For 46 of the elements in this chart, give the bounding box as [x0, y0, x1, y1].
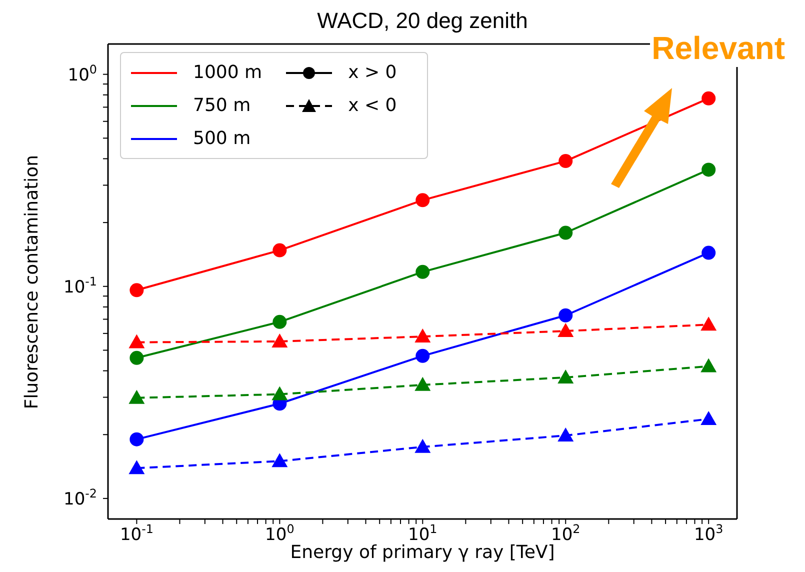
x-axis-title: Energy of primary γ ray [TeV]	[290, 542, 555, 563]
point	[702, 162, 716, 177]
point	[130, 283, 144, 298]
point	[702, 91, 716, 106]
point	[414, 328, 431, 343]
legend-label: x < 0	[348, 95, 397, 116]
y-axis-title: Fluorescence contamination	[22, 154, 42, 409]
point	[272, 333, 288, 348]
x-tick-label: 10$^{-1}$	[120, 522, 154, 545]
point	[700, 316, 717, 331]
x-tick-label: 10$^{0}$	[265, 522, 294, 545]
point	[272, 243, 287, 258]
annotation: Relevant	[650, 30, 787, 67]
x-tick-label: 10$^{3}$	[694, 522, 724, 545]
y-tick-label: 10$^{-1}$	[64, 274, 97, 298]
y-tick-label: 10$^{0}$	[68, 62, 97, 86]
point	[558, 323, 574, 338]
point	[558, 428, 574, 442]
legend-label: 750 m	[193, 95, 251, 116]
point	[700, 410, 717, 425]
point	[416, 193, 430, 208]
y-tick-label: 10$^{-2}$	[64, 486, 97, 510]
point	[414, 376, 431, 391]
point	[130, 432, 144, 446]
point	[558, 308, 573, 322]
x-tick-label: 10$^{2}$	[551, 522, 580, 545]
point	[416, 348, 430, 363]
point	[558, 369, 574, 384]
point	[130, 350, 144, 365]
point	[558, 154, 573, 168]
point	[272, 453, 288, 468]
legend-label: 500 m	[193, 128, 251, 149]
point	[558, 226, 573, 240]
point	[700, 358, 717, 372]
legend-label: 1000 m	[193, 62, 262, 83]
legend-label: x > 0	[348, 62, 397, 83]
point	[128, 390, 145, 404]
point	[702, 246, 716, 260]
point	[272, 314, 287, 329]
point	[128, 460, 145, 474]
point	[128, 334, 145, 348]
point	[272, 386, 288, 400]
x-tick-label: 10$^{1}$	[408, 522, 438, 545]
point	[414, 438, 431, 453]
chart-title: WACD, 20 deg zenith	[317, 8, 528, 33]
point	[416, 264, 430, 279]
